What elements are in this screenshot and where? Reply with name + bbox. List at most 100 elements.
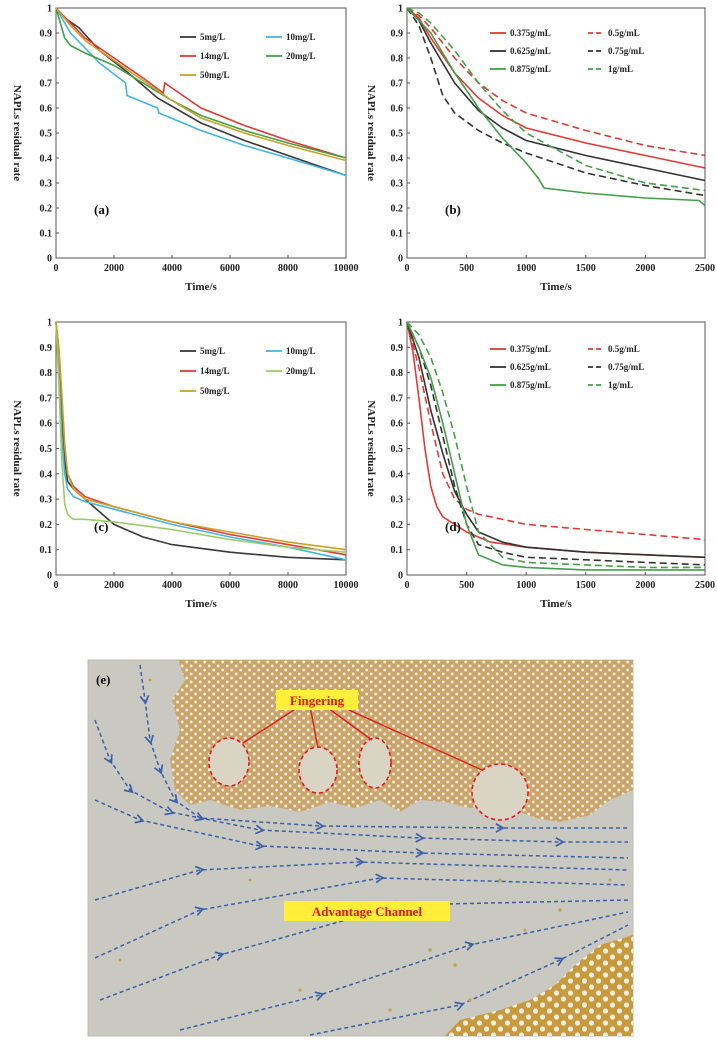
y-tick-label: 0 xyxy=(47,571,52,582)
legend-entry: 0.875g/mL xyxy=(510,64,551,74)
y-tick-label: 0.3 xyxy=(391,495,404,506)
x-tick-label: 1500 xyxy=(576,263,596,274)
advantage-channel-label-box xyxy=(284,901,450,921)
x-tick-label: 4000 xyxy=(162,263,182,274)
fingering-ellipse xyxy=(298,746,338,794)
legend-entry: 0.875g/mL xyxy=(510,380,551,390)
y-tick-label: 0.1 xyxy=(391,229,404,240)
chart-panel-a: 0 0.1 0.2 0.3 0.4 0.5 0.6 0.7 0.8 0.9 1 0 2000 4000 60… xyxy=(11,4,359,294)
y-tick-label: 0.8 xyxy=(391,54,404,65)
x-tick-label: 2000 xyxy=(635,580,655,591)
y-tick-label: 0.6 xyxy=(40,419,53,430)
y-tick-label: 1 xyxy=(47,318,52,329)
y-tick-label: 0.7 xyxy=(391,79,404,90)
panel-label: (d) xyxy=(445,519,461,534)
x-tick-label: 10000 xyxy=(334,263,359,274)
y-tick-label: 1 xyxy=(398,318,403,329)
legend-entry: 50mg/L xyxy=(200,386,230,396)
napl-region-bottom xyxy=(445,935,633,1036)
fingering-label-box xyxy=(276,690,358,710)
y-tick-label: 0.4 xyxy=(391,469,404,480)
y-axis-label: NAPLs residual rate xyxy=(11,400,23,496)
series-line xyxy=(55,7,347,162)
y-axis-label: NAPLs residual rate xyxy=(365,85,377,181)
chart-panel-c: 0 0.1 0.2 0.3 0.4 0.5 0.6 0.7 0.8 0.9 1 0 2000 4000 60… xyxy=(11,318,359,611)
y-tick-label: 0.4 xyxy=(391,154,404,165)
series-line xyxy=(55,321,347,561)
x-tick-label: 2500 xyxy=(695,263,715,274)
panel-label: (b) xyxy=(445,202,461,217)
x-tick-label: 2000 xyxy=(104,263,124,274)
y-tick-label: 0.4 xyxy=(40,154,53,165)
y-tick-label: 1 xyxy=(398,4,403,15)
x-axis-label: Time/s xyxy=(185,598,217,610)
plot-frame xyxy=(406,7,706,259)
x-tick-label: 8000 xyxy=(278,263,298,274)
flow-arrows xyxy=(94,664,629,1036)
y-tick-label: 0 xyxy=(47,254,52,265)
x-tick-label: 500 xyxy=(459,580,474,591)
legend-entry: 10mg/L xyxy=(286,346,316,356)
y-tick-label: 0 xyxy=(398,571,403,582)
y-tick-label: 0.8 xyxy=(391,368,404,379)
x-tick-label: 0 xyxy=(54,263,59,274)
series-line xyxy=(406,7,706,157)
y-tick-label: 0.9 xyxy=(40,343,53,354)
series-line xyxy=(55,7,347,177)
legend-entry: 0.375g/mL xyxy=(510,28,551,38)
x-tick-label: 2000 xyxy=(635,263,655,274)
fingering-ellipse xyxy=(358,737,392,789)
y-tick-label: 0.2 xyxy=(391,204,404,215)
legend-entry: 1g/mL xyxy=(608,64,633,74)
legend-entry: 14mg/L xyxy=(200,366,230,376)
x-tick-label: 0 xyxy=(405,580,410,591)
legend-entry: 0.5g/mL xyxy=(608,344,640,354)
series-line xyxy=(406,7,706,169)
y-tick-label: 0.8 xyxy=(40,368,53,379)
panel-label-e: (e) xyxy=(96,672,110,687)
legend-entry: 14mg/L xyxy=(200,51,230,61)
y-axis-label: NAPLs residual rate xyxy=(365,400,377,496)
series-line xyxy=(55,7,347,177)
y-tick-label: 0.9 xyxy=(391,343,404,354)
y-tick-label: 0.2 xyxy=(40,204,53,215)
legend-entry: 5mg/L xyxy=(200,346,225,356)
y-tick-label: 0.9 xyxy=(40,29,53,40)
plot-frame xyxy=(406,321,706,576)
x-tick-label: 10000 xyxy=(334,580,359,591)
y-tick-label: 0.3 xyxy=(40,495,53,506)
y-tick-label: 0.4 xyxy=(40,469,53,480)
y-tick-label: 0.3 xyxy=(391,179,404,190)
series-line xyxy=(406,321,706,559)
series-line xyxy=(406,321,705,571)
x-tick-label: 6000 xyxy=(220,580,240,591)
x-tick-label: 500 xyxy=(459,263,474,274)
series-line xyxy=(406,7,706,207)
x-tick-label: 1500 xyxy=(576,580,596,591)
series-line xyxy=(55,7,347,159)
y-tick-label: 0.9 xyxy=(391,29,404,40)
y-tick-label: 0.2 xyxy=(40,520,53,531)
legend-entry: 0.375g/mL xyxy=(510,344,551,354)
legend-entry: 5mg/L xyxy=(200,32,225,42)
legend-entry: 0.625g/mL xyxy=(510,46,551,56)
series-line xyxy=(55,321,347,551)
legend-entry: 0.75g/mL xyxy=(608,362,644,372)
chart-panel-d: 0 0.1 0.2 0.3 0.4 0.5 0.6 0.7 0.8 0.9 1 0 500 1000 150… xyxy=(365,318,715,611)
series-line xyxy=(55,7,347,159)
y-tick-label: 0.5 xyxy=(40,444,53,455)
photo-panel-e: Fingering Advantage Channel (e) xyxy=(87,659,634,1037)
napl-droplets xyxy=(118,678,612,1012)
y-tick-label: 0.8 xyxy=(40,54,53,65)
legend-entry: 20mg/L xyxy=(286,366,316,376)
y-tick-label: 0.5 xyxy=(40,129,53,140)
legend-entry: 0.625g/mL xyxy=(510,362,551,372)
y-tick-label: 0.6 xyxy=(391,419,404,430)
series-line xyxy=(406,7,706,197)
x-tick-label: 1000 xyxy=(516,263,536,274)
plot-frame xyxy=(55,321,347,576)
fingering-ellipse xyxy=(208,737,250,787)
x-tick-label: 6000 xyxy=(220,263,240,274)
panel-label: (a) xyxy=(94,202,109,217)
